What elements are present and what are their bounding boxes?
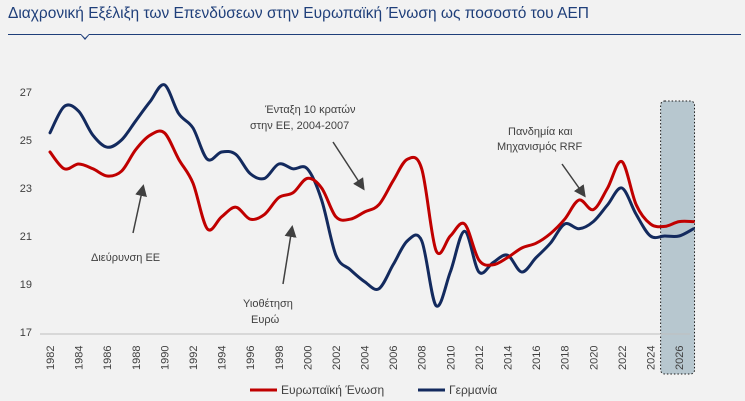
x-tick-label: 2012 [474,346,486,370]
y-tick-label: 17 [20,327,32,339]
x-tick-label: 2026 [674,346,686,370]
x-tick-label: 2004 [360,346,372,370]
x-tick-label: 1986 [102,346,114,370]
x-tick-label: 2000 [302,346,314,370]
x-tick-label: 2020 [588,346,600,370]
x-tick-label: 1996 [245,346,257,370]
arrow-pandemic [561,163,586,198]
x-tick-label: 2010 [445,346,457,370]
y-tick-label: 27 [20,87,32,99]
annotation-pandemic-line1: Πανδημία και [508,126,573,138]
y-tick-label: 21 [20,231,32,243]
y-tick-label: 23 [20,183,32,195]
annotation-accession-line1: Ένταξη 10 κρατών [264,104,356,116]
x-tick-label: 1988 [131,346,143,370]
x-tick-label: 2024 [645,346,657,370]
series-line-germany [48,83,695,308]
arrow-euro [282,225,297,285]
x-tick-label: 1994 [217,346,229,370]
y-tick-label: 19 [20,279,32,291]
annotation-euro-line2: Ευρώ [251,314,280,326]
x-tick-label: 1984 [74,346,86,370]
x-tick-label: 1998 [274,346,286,370]
x-tick-label: 2006 [388,346,400,370]
annotation-euro-line1: Υιοθέτηση [243,298,293,310]
legend-label: Ευρωπαϊκή Ένωση [281,383,384,397]
x-tick-label: 1982 [45,346,57,370]
x-tick-label: 2002 [331,346,343,370]
x-tick-label: 1992 [188,346,200,370]
x-tick-label: 2016 [531,346,543,370]
arrow-eu-enlargement [132,184,147,234]
x-tick-label: 2014 [503,346,515,370]
title-divider [8,34,741,35]
y-tick-label: 25 [20,135,32,147]
title-divider-notch-inner [81,34,89,38]
x-tick-label: 2018 [560,346,572,370]
chart-title: Διαχρονική Εξέλιξη των Επενδύσεων στην Ε… [8,5,589,22]
annotation-accession-line2: στην ΕΕ, 2004-2007 [250,120,349,132]
x-tick-label: 2008 [417,346,429,370]
annotation-pandemic-line2: Μηχανισμός RRF [497,141,583,153]
x-tick-label: 1990 [159,346,171,370]
arrow-accession [332,141,365,191]
x-tick-label: 2022 [617,346,629,370]
annotation-eu-enlargement: Διεύρυνση ΕΕ [91,252,160,264]
series-line-eu [48,129,695,267]
legend-label: Γερμανία [449,383,497,397]
